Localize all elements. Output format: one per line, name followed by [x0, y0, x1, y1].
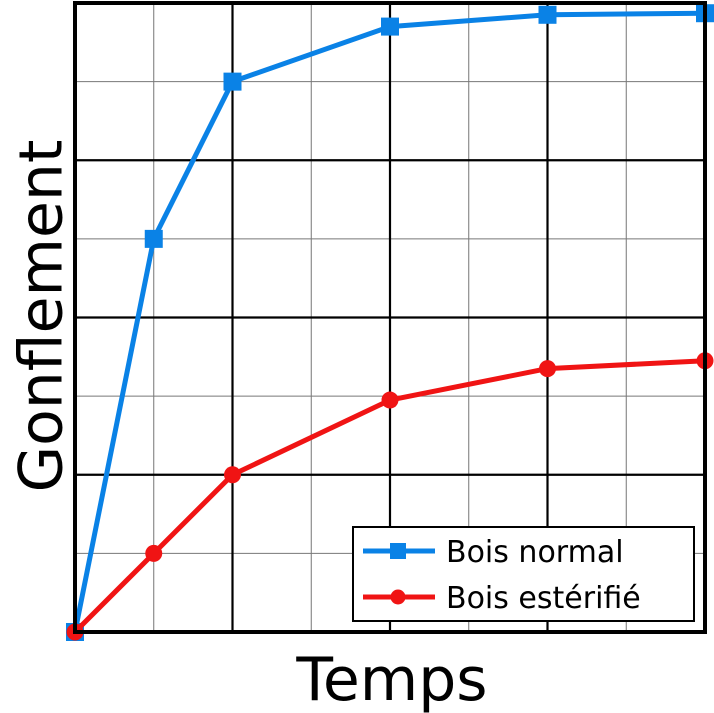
series-layer [66, 4, 714, 641]
x-axis-title: Temps [295, 645, 487, 713]
plot-frame [73, 1, 707, 634]
legend-label: Bois estérifié [446, 581, 641, 616]
data-point [538, 5, 557, 24]
data-point [381, 17, 399, 36]
data-point [381, 391, 399, 409]
legend-label: Bois normal [446, 535, 624, 570]
data-point [144, 229, 163, 248]
y-axis-title: Gonflement [7, 140, 77, 493]
legend-marker [390, 589, 406, 605]
legend-marker [390, 543, 406, 559]
data-point [223, 72, 242, 91]
series-line [73, 358, 706, 634]
legend-box [352, 526, 695, 622]
legend: Bois normal Bois estérifié [352, 526, 695, 622]
data-point [145, 544, 163, 562]
data-point [224, 466, 241, 484]
data-point [539, 360, 556, 378]
series-line [72, 10, 706, 633]
